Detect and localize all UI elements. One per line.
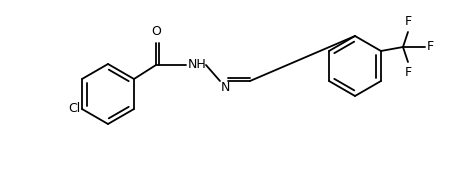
Text: F: F <box>403 66 411 79</box>
Text: NH: NH <box>188 57 206 70</box>
Text: F: F <box>426 41 433 54</box>
Text: Cl: Cl <box>67 102 80 115</box>
Text: F: F <box>403 15 411 28</box>
Text: O: O <box>151 25 161 38</box>
Text: N: N <box>220 81 230 94</box>
